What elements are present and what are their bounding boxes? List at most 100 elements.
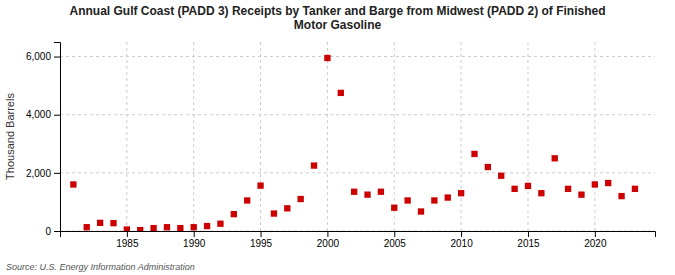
y-tick-mark	[54, 231, 60, 232]
x-tick-label: 2020	[584, 238, 607, 249]
point	[137, 227, 143, 231]
y-axis: 0 2,000 4,000 6,000	[26, 43, 61, 237]
x-tick: 2005	[384, 231, 407, 249]
point	[84, 224, 90, 230]
grid-line-y	[60, 172, 655, 173]
title-line: Annual Gulf Coast (PADD 3) Receipts by T…	[69, 4, 605, 18]
point	[324, 55, 330, 61]
y-tick-mark	[54, 57, 60, 58]
x-tick-mark	[595, 231, 596, 237]
point	[552, 155, 558, 161]
y-tick-mark	[54, 115, 60, 116]
x-tick: 2015	[517, 231, 540, 249]
title: Annual Gulf Coast (PADD 3) Receipts by T…	[69, 4, 605, 32]
point	[244, 197, 250, 203]
y-tick-label: 0	[45, 226, 51, 237]
point	[164, 224, 170, 230]
point	[177, 225, 183, 231]
x-tick-mark	[261, 231, 262, 237]
point	[511, 186, 517, 192]
grid-line-x	[527, 42, 528, 231]
point	[431, 197, 437, 203]
point	[110, 220, 116, 226]
point	[191, 224, 197, 230]
point	[124, 226, 130, 231]
x-tick-mark	[327, 231, 328, 237]
y-tick: 0	[45, 226, 60, 237]
x-tick-mark	[394, 231, 395, 237]
point	[271, 210, 277, 216]
y-tick-mark	[54, 173, 60, 174]
point	[150, 225, 156, 231]
point	[217, 221, 223, 227]
x-tick-label: 2000	[317, 238, 340, 249]
point	[592, 181, 598, 187]
source-note: Source: U.S. Energy Information Administ…	[6, 262, 195, 272]
grid-line-x	[327, 42, 328, 231]
point	[204, 223, 210, 229]
x-tick-label: 1985	[116, 238, 139, 249]
y-tick-label: 6,000	[26, 51, 51, 62]
point	[498, 173, 504, 179]
point	[298, 196, 304, 202]
x-tick: 2010	[450, 231, 473, 249]
point	[378, 189, 384, 195]
x-tick: 2020	[584, 231, 607, 249]
point	[364, 191, 370, 197]
y-tick-label: 4,000	[26, 109, 51, 120]
x-tick-mark	[194, 231, 195, 237]
x-tick: 1985	[116, 231, 139, 249]
point	[565, 186, 571, 192]
point	[632, 186, 638, 192]
point	[284, 205, 290, 211]
y-tick-label: 2,000	[26, 168, 51, 179]
x-tick: 1990	[183, 231, 206, 249]
plot: 1985 1990 1995 2000 2005 2010 2015 2020 0 2,000 4,…	[4, 42, 656, 249]
point	[525, 183, 531, 189]
marks	[70, 55, 638, 231]
grid-line-x	[461, 42, 462, 231]
title-line: Motor Gasoline	[294, 18, 382, 32]
point	[445, 194, 451, 200]
point	[458, 190, 464, 196]
point	[311, 162, 317, 168]
point	[404, 197, 410, 203]
point	[605, 180, 611, 186]
grid-line-y	[60, 114, 655, 115]
y-axis-line	[54, 43, 61, 232]
x-tick: 1995	[250, 231, 273, 249]
x-tick-mark	[528, 231, 529, 237]
grid-line-x	[126, 42, 127, 231]
x-tick-label: 1990	[183, 238, 206, 249]
point	[70, 181, 76, 187]
y-axis-label: Thousand Barrels	[4, 93, 16, 180]
point	[471, 151, 477, 157]
point	[231, 211, 237, 217]
point	[578, 191, 584, 197]
grid-line-x	[193, 42, 194, 231]
x-tick-label: 2015	[517, 238, 540, 249]
point	[618, 193, 624, 199]
x-tick-label: 2010	[450, 238, 473, 249]
x-tick-label: 1995	[250, 238, 273, 249]
grid-line-x	[394, 42, 395, 231]
point	[351, 189, 357, 195]
point	[391, 205, 397, 211]
chart: Annual Gulf Coast (PADD 3) Receipts by T…	[0, 0, 675, 275]
x-axis-line	[61, 232, 656, 238]
x-tick-mark	[461, 231, 462, 237]
grid-line-x	[594, 42, 595, 231]
point	[538, 190, 544, 196]
y-tick: 4,000	[26, 109, 60, 120]
y-tick: 6,000	[26, 51, 60, 62]
y-tick: 2,000	[26, 168, 60, 179]
point	[485, 164, 491, 170]
grid-line-x	[260, 42, 261, 231]
x-tick-mark	[127, 231, 128, 237]
point	[257, 182, 263, 188]
point	[418, 208, 424, 214]
x-tick-label: 2005	[384, 238, 407, 249]
grid-line-y	[60, 56, 655, 57]
point	[338, 90, 344, 96]
point	[97, 220, 103, 226]
